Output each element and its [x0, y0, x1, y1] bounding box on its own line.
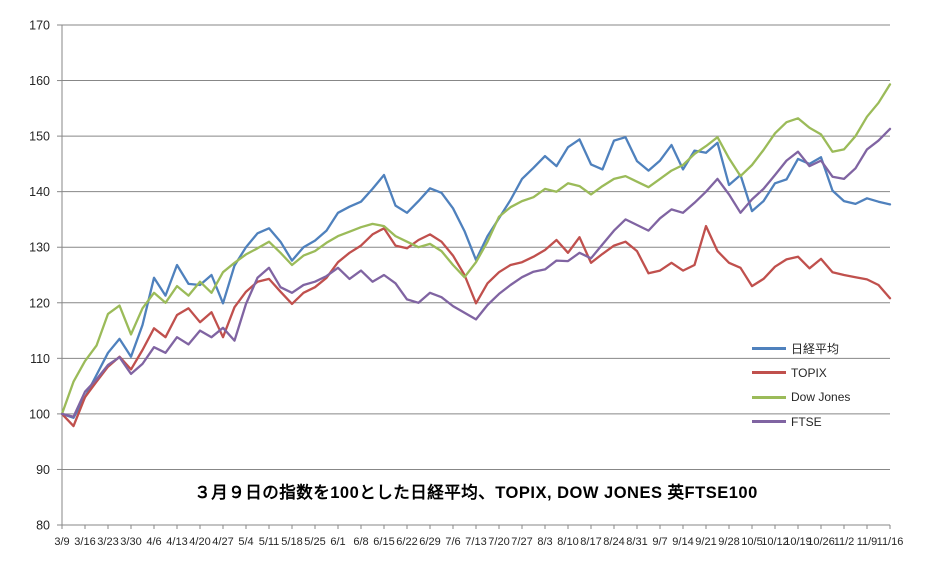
x-axis-tick-label: 11/2 — [834, 536, 855, 548]
topix-line-swatch — [752, 371, 786, 375]
x-axis-tick-label: 10/5 — [741, 536, 762, 548]
x-axis-tick-label: 7/20 — [488, 536, 509, 548]
x-axis-tick-label: 11/16 — [877, 536, 904, 548]
x-axis-tick-label: 6/22 — [396, 536, 417, 548]
x-axis-tick-label: 4/27 — [212, 536, 233, 548]
y-axis-tick-label: 140 — [29, 185, 50, 199]
legend-label-nikkei: 日経平均 — [791, 341, 840, 356]
series-line-ftse — [60, 127, 892, 418]
x-axis-tick-label: 7/27 — [511, 536, 532, 548]
x-axis-tick-label: 6/29 — [419, 536, 440, 548]
x-axis-tick-label: 9/14 — [672, 536, 693, 548]
x-axis-tick-label: 5/18 — [281, 536, 302, 548]
x-axis-tick-label: 3/9 — [54, 536, 69, 548]
x-axis-tick-label: 8/10 — [557, 536, 578, 548]
ftse-line-swatch — [752, 420, 786, 424]
x-axis-tick-label: 9/7 — [652, 536, 667, 548]
x-axis-tick-label: 4/20 — [189, 536, 210, 548]
x-axis-tick-label: 9/28 — [718, 536, 739, 548]
x-axis-tick-label: 6/1 — [330, 536, 345, 548]
series-line-topix — [60, 224, 892, 428]
x-axis-tick-label: 7/13 — [465, 536, 486, 548]
x-axis-tick-label: 3/16 — [74, 536, 95, 548]
legend-label-topix: TOPIX — [791, 365, 827, 380]
legend: 日経平均 TOPIX Dow Jones FTSE — [752, 336, 850, 434]
series-line-dowjones — [60, 83, 892, 416]
nikkei-line-swatch — [752, 346, 786, 350]
x-axis-tick-label: 8/17 — [580, 536, 601, 548]
x-axis-tick-label: 10/19 — [784, 536, 812, 548]
x-axis-tick-label: 5/11 — [259, 536, 280, 548]
x-axis-tick-label: 6/15 — [373, 536, 394, 548]
legend-item-dowjones[interactable]: Dow Jones — [752, 385, 850, 410]
x-axis-tick-label: 11/9 — [857, 536, 878, 548]
y-axis-tick-label: 150 — [29, 130, 50, 144]
legend-label-dowjones: Dow Jones — [791, 390, 851, 405]
x-axis-tick-label: 7/6 — [445, 536, 460, 548]
y-axis-tick-label: 130 — [29, 241, 50, 255]
x-axis-tick-label: 4/13 — [166, 536, 187, 548]
y-axis-tick-label: 90 — [36, 463, 50, 477]
x-axis-tick-label: 4/6 — [146, 536, 161, 548]
legend-item-ftse[interactable]: FTSE — [752, 410, 850, 435]
chart-title: ３月９日の指数を100とした日経平均、TOPIX, DOW JONES 英FTS… — [194, 484, 758, 502]
y-axis-tick-label: 110 — [30, 352, 50, 366]
x-axis-tick-label: 9/21 — [695, 536, 716, 548]
y-axis-tick-label: 100 — [29, 407, 50, 421]
y-axis-tick-label: 80 — [36, 519, 50, 533]
y-axis-tick-label: 160 — [29, 74, 50, 88]
x-axis-tick-label: 8/24 — [603, 536, 624, 548]
x-axis-tick-label: 6/8 — [353, 536, 368, 548]
x-axis-tick-label: 5/4 — [238, 536, 253, 548]
x-axis-tick-label: 8/3 — [537, 536, 552, 548]
x-axis-tick-label: 3/30 — [120, 536, 141, 548]
x-axis-tick-label: 10/12 — [761, 536, 789, 548]
legend-item-nikkei[interactable]: 日経平均 — [752, 336, 850, 361]
x-axis-tick-label: 8/31 — [626, 536, 647, 548]
y-axis-tick-label: 120 — [29, 296, 50, 310]
legend-item-topix[interactable]: TOPIX — [752, 361, 850, 386]
x-axis-tick-label: 5/25 — [304, 536, 325, 548]
legend-label-ftse: FTSE — [791, 414, 822, 429]
x-axis-tick-label: 10/26 — [807, 536, 835, 548]
dowjones-line-swatch — [752, 395, 786, 399]
y-axis-tick-label: 170 — [29, 19, 50, 33]
x-axis-tick-label: 3/23 — [97, 536, 118, 548]
